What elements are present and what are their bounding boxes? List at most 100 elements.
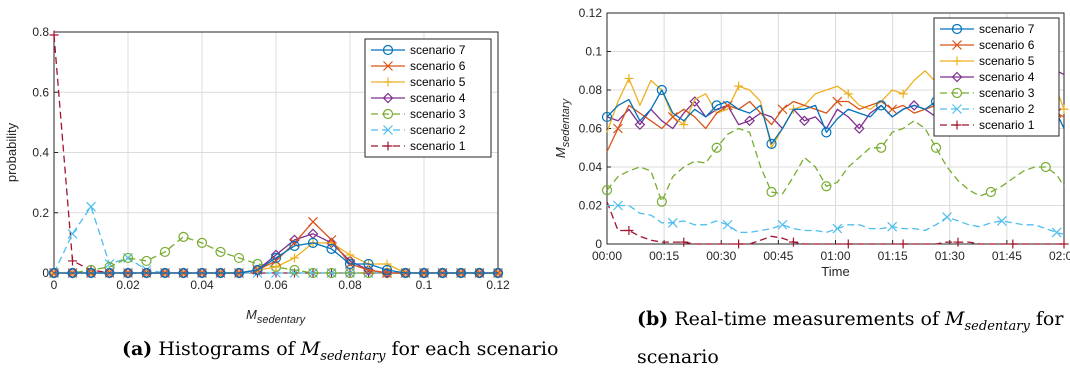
- chart-a-point-scenario-7: [344, 258, 356, 270]
- chart-b-line-scenario-3: [606, 120, 1065, 203]
- chart-b-point-scenario-1: [1059, 239, 1069, 249]
- chart-a-point-scenario-7: [418, 267, 430, 279]
- chart-a-point-scenario-7: [67, 267, 78, 279]
- chart-a-legend-label-scenario-6: scenario 6: [410, 59, 466, 73]
- chart-a-point-scenario-3: [196, 237, 208, 248]
- chart-a-point-scenario-7: [252, 264, 263, 276]
- caption-b-text-before: Real-time measurements of: [674, 308, 946, 330]
- chart-b-legend-marker-scenario-6: [952, 40, 962, 50]
- chart-a-point-scenario-6: [326, 234, 337, 245]
- chart-b-xtick-label: 00:45: [763, 249, 793, 263]
- chart-a-point-scenario-7: [326, 243, 337, 254]
- chart-a-point-scenario-1: [49, 30, 59, 40]
- chart-a-point-scenario-3: [233, 252, 245, 264]
- chart-b-point-scenario-2: [1051, 227, 1062, 238]
- chart-b-xtick-label: 01:15: [878, 249, 908, 263]
- chart-b-legend-label-scenario-1: scenario 1: [979, 118, 1035, 132]
- chart-b-xtick-label: 01:45: [992, 249, 1022, 263]
- chart-b-point-scenario-2: [777, 219, 788, 230]
- chart-a-legend-marker-scenario-6: [383, 61, 393, 71]
- chart-b-point-scenario-1: [953, 237, 963, 247]
- chart-a-legend-label-scenario-7: scenario 7: [410, 43, 466, 57]
- chart-a-point-scenario-6: [271, 256, 281, 266]
- chart-a-point-scenario-2: [67, 228, 78, 239]
- chart-a-point-scenario-3: [178, 231, 189, 242]
- caption-a-text-after: for each scenario: [385, 338, 559, 360]
- chart-a-xlabel: Msedentary: [246, 307, 307, 326]
- chart-b-series-scenario-2: [607, 200, 1065, 238]
- chart-a-xtick-label: 0.1: [416, 278, 433, 292]
- chart-a-legend-marker-scenario-5: [383, 77, 393, 87]
- chart-a-point-scenario-3: [159, 246, 171, 258]
- chart-a-point-scenario-3: [141, 255, 152, 267]
- chart-b-point-scenario-3: [1040, 161, 1051, 173]
- chart-b-xlabel: Time: [821, 264, 849, 279]
- caption-b-subscript: sedentary: [964, 318, 1030, 334]
- chart-a-point-scenario-7: [270, 252, 282, 264]
- chart-a-point-scenario-7: [474, 267, 485, 279]
- chart-a-ylabel: probability: [4, 122, 19, 182]
- chart-b-legend-marker-scenario-7: [951, 23, 963, 35]
- chart-b-point-scenario-2: [942, 212, 952, 222]
- chart-b-point-scenario-1: [679, 237, 689, 247]
- chart-b-point-scenario-4: [908, 100, 920, 111]
- chart-b-point-scenario-7: [821, 127, 832, 138]
- chart-a-point-scenario-7: [455, 267, 467, 279]
- chart-b: 00:00 00:15 00:30 00:45 01:00 01:15 01:30 01:45…: [553, 6, 1070, 279]
- chart-a-ytick-label: 0: [42, 266, 49, 280]
- chart-b-point-scenario-2: [887, 221, 898, 232]
- chart-a-xtick-label: 0: [51, 278, 58, 292]
- caption-b: (b) Real-time measurements of Msedentary…: [637, 304, 1067, 372]
- chart-a-legend-marker-scenario-3: [382, 108, 394, 120]
- chart-b-legend-label-scenario-7: scenario 7: [979, 22, 1035, 36]
- chart-a-point-scenario-7: [289, 240, 300, 251]
- chart-b-point-scenario-7: [601, 111, 613, 123]
- chart-b-legend-label-scenario-6: scenario 6: [979, 38, 1035, 52]
- chart-a-point-scenario-4: [381, 267, 393, 279]
- chart-b-legend-label-scenario-5: scenario 5: [979, 54, 1035, 68]
- chart-a-point-scenario-5: [345, 250, 355, 260]
- chart-a-point-scenario-6: [308, 216, 318, 227]
- chart-b-point-scenario-4: [853, 123, 865, 134]
- chart-a-ytick-label: 0.2: [32, 206, 49, 220]
- caption-a: (a) Histograms of Msedentary for each sc…: [122, 334, 562, 372]
- chart-b-xtick-label: 00:30: [706, 249, 736, 263]
- chart-b-legend-marker-scenario-2: [952, 104, 962, 114]
- chart-a-legend-label-scenario-5: scenario 5: [410, 75, 466, 89]
- chart-a-point-scenario-4: [270, 249, 282, 261]
- chart-b-legend-marker-scenario-3: [951, 87, 963, 99]
- chart-b-xtick-label: 01:00: [820, 249, 850, 263]
- chart-a-point-scenario-3: [326, 267, 337, 279]
- chart-a-legend-marker-scenario-2: [383, 125, 393, 135]
- chart-b-legend: scenario 7 scenario 6 scenario 5 scenario 4…: [933, 17, 1060, 137]
- chart-b-point-scenario-4: [799, 115, 810, 127]
- chart-a-point-scenario-3: [215, 246, 226, 258]
- chart-b-point-scenario-6: [887, 104, 898, 115]
- chart-b-legend-marker-scenario-5: [952, 56, 962, 66]
- chart-b-point-scenario-5: [843, 89, 853, 99]
- chart-a-point-scenario-4: [289, 234, 300, 246]
- chart-a-point-scenario-7: [178, 267, 189, 279]
- chart-b-point-scenario-5: [679, 120, 689, 130]
- chart-a-legend: scenario 7 scenario 6 scenario 5 scenario 4…: [364, 38, 492, 158]
- chart-b-point-scenario-6: [667, 112, 678, 122]
- chart-b-point-scenario-3: [985, 186, 996, 198]
- chart-b-line-scenario-1: [606, 201, 1064, 245]
- chart-a-point-scenario-5: [290, 253, 299, 263]
- chart-b-ytick-label: 0.04: [579, 160, 603, 174]
- chart-b-legend-marker-scenario-1: [952, 120, 962, 130]
- chart-a-point-scenario-7: [215, 267, 226, 279]
- caption-a-subscript: sedentary: [320, 348, 386, 364]
- caption-a-symbol: M: [300, 338, 321, 360]
- chart-a-point-scenario-5: [382, 259, 392, 269]
- chart-b-point-scenario-2: [667, 217, 678, 228]
- chart-b-series-scenario-1: [606, 201, 1069, 249]
- chart-b-series-scenario-3: [601, 120, 1065, 207]
- chart-b-legend-label-scenario-2: scenario 2: [979, 102, 1035, 116]
- chart-a-point-scenario-2: [86, 201, 96, 212]
- chart-a-legend-label-scenario-1: scenario 1: [410, 139, 466, 153]
- chart-b-point-scenario-4: [689, 96, 701, 107]
- chart-b-point-scenario-1: [624, 226, 634, 236]
- chart-b-point-scenario-3: [821, 181, 832, 192]
- chart-b-point-scenario-6: [613, 123, 623, 134]
